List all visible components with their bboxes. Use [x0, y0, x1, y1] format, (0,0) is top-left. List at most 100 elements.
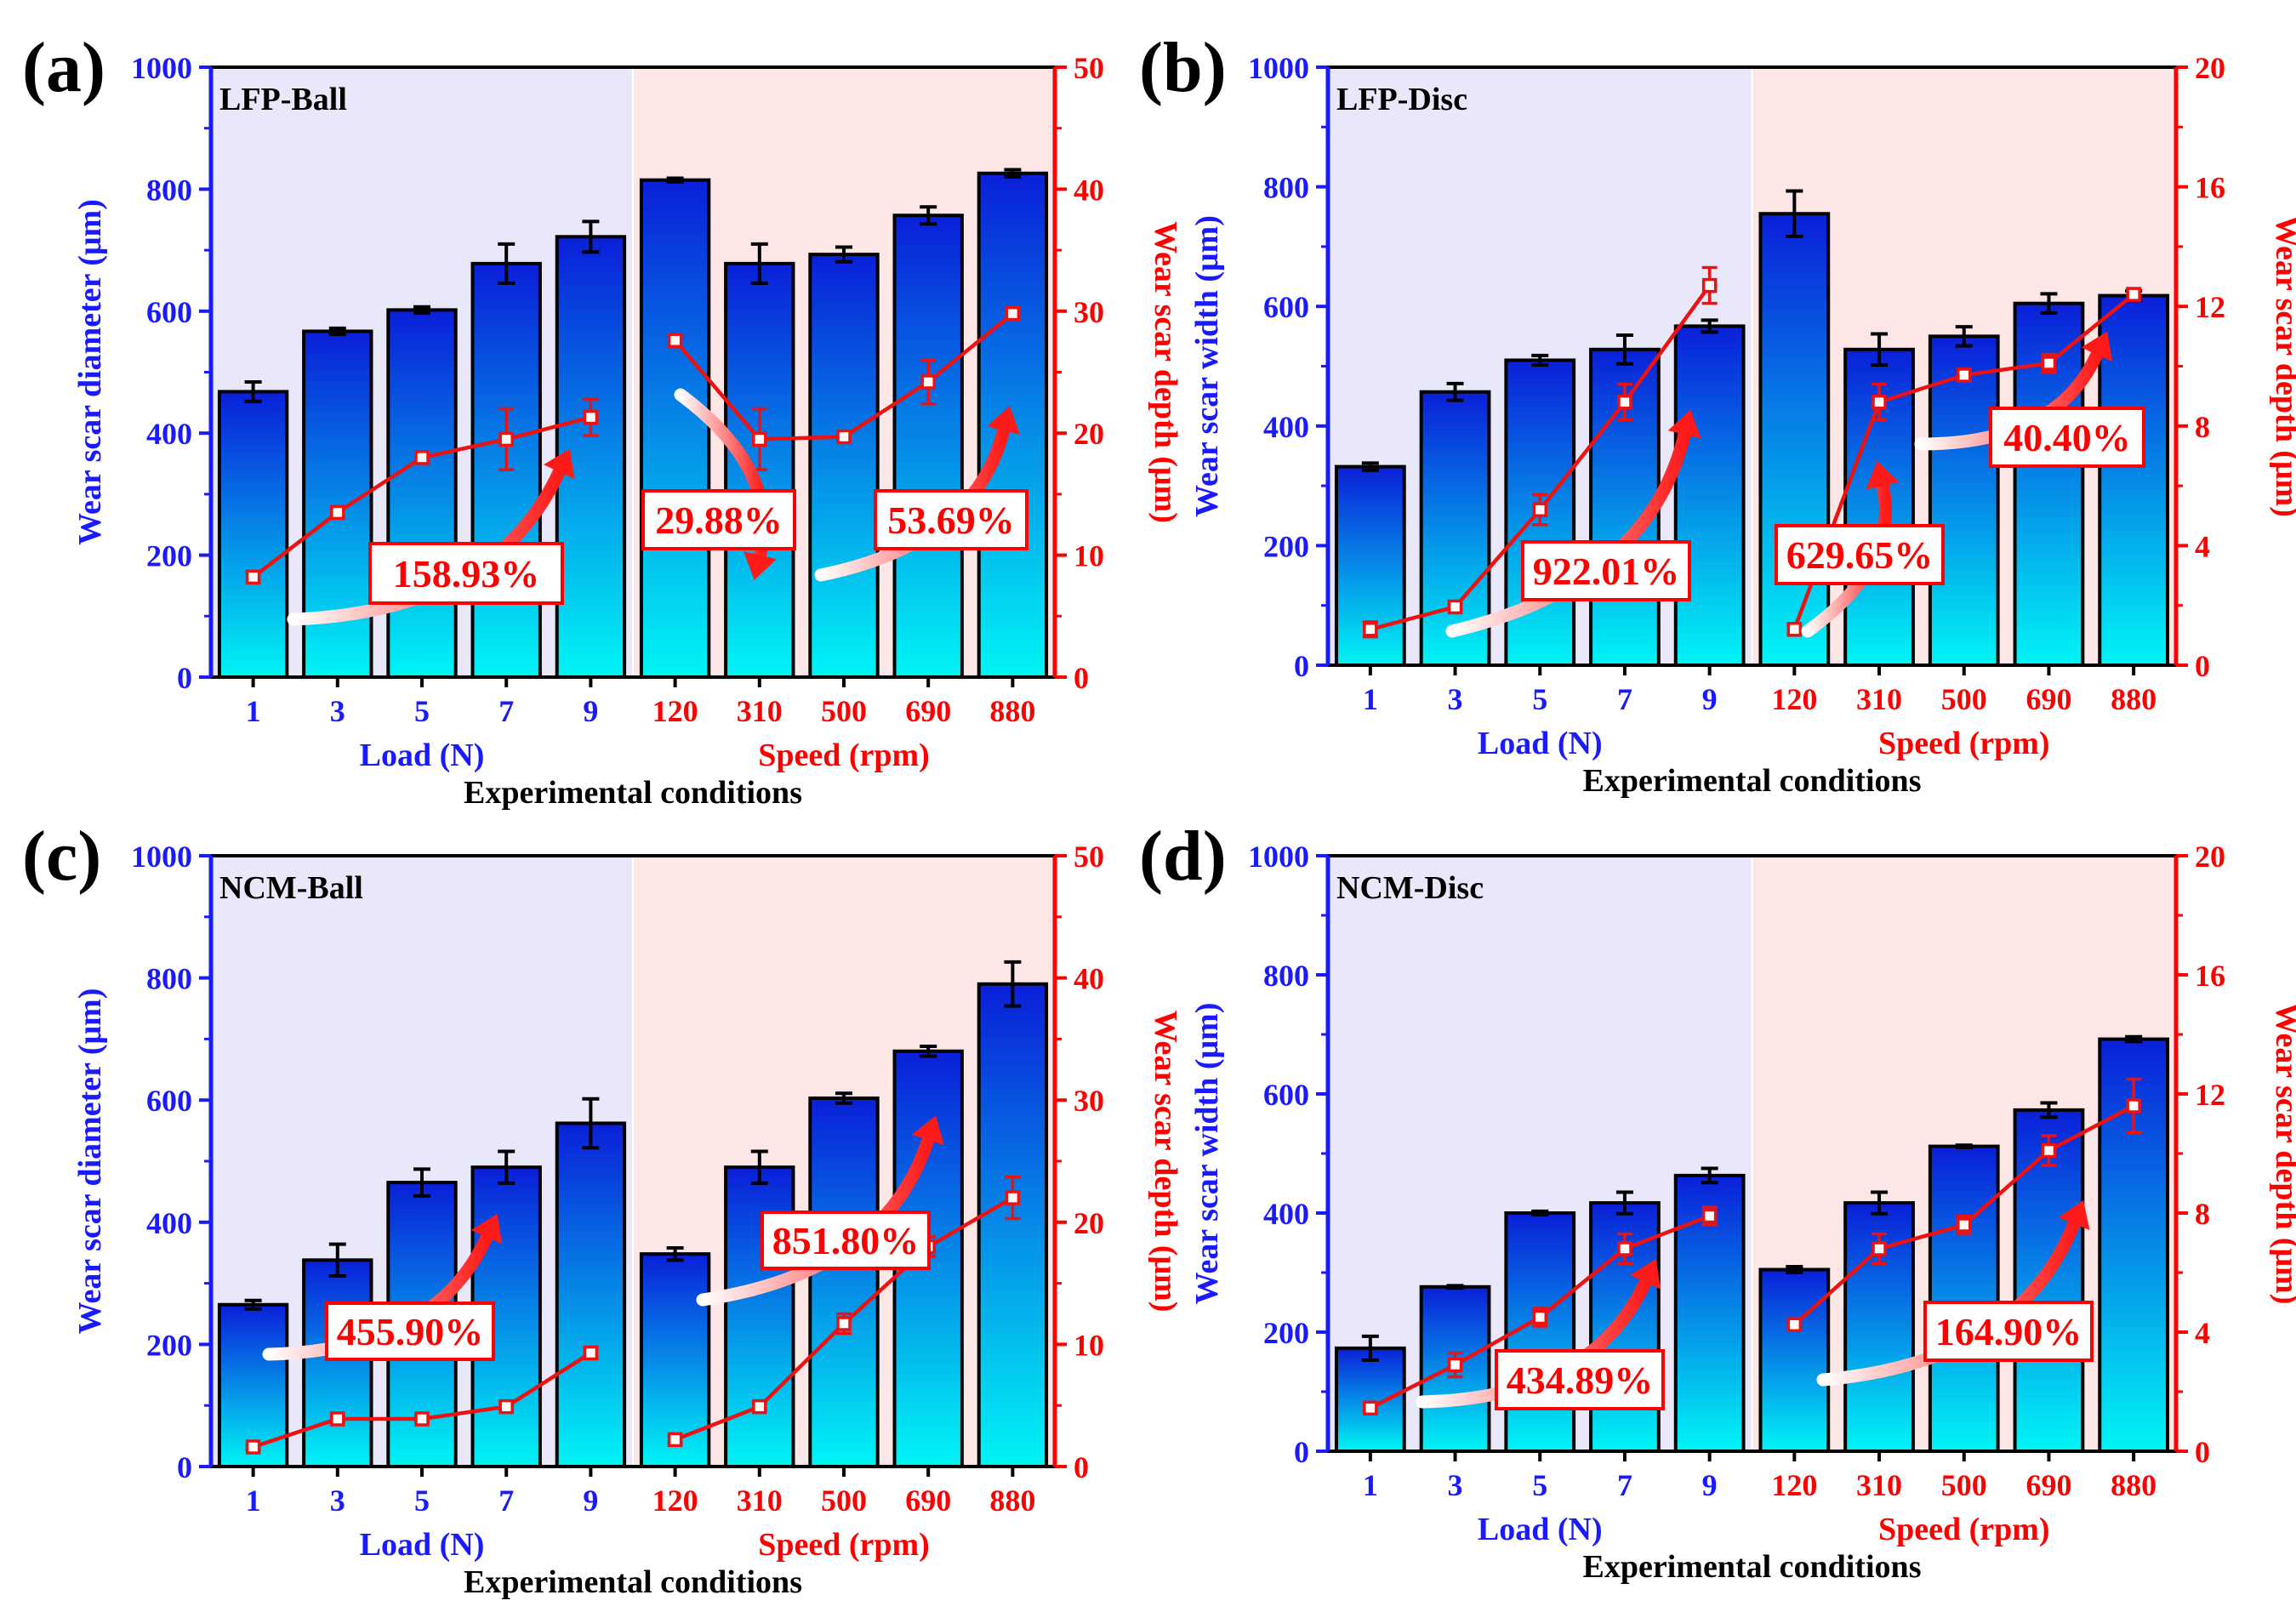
left-tick-label: 600: [146, 1084, 192, 1118]
bar-error-bar: [1446, 381, 1464, 402]
left-tick-label: 800: [1263, 171, 1309, 205]
right-tick-label: 40: [1074, 962, 1104, 996]
x-group-label-load: Load (N): [360, 738, 485, 773]
percent-annotation: 53.69%: [887, 498, 1015, 542]
right-tick-label: 12: [2195, 1078, 2225, 1112]
left-axis-title: Wear scar diameter (μm): [72, 988, 108, 1335]
percent-annotation: 29.88%: [655, 498, 783, 542]
right-tick-label: 4: [2195, 1316, 2210, 1350]
percent-annotation: 455.90%: [337, 1310, 484, 1353]
x-axis-title: Experimental conditions: [464, 775, 802, 811]
x-tick-label: 9: [583, 1484, 598, 1518]
bar-error-bar: [1786, 1265, 1803, 1274]
bar: [892, 214, 964, 679]
bar: [1673, 324, 1746, 667]
bar-error-bar: [244, 379, 262, 403]
x-tick-label: 1: [246, 1484, 261, 1518]
bar: [1758, 1267, 1831, 1453]
bar: [1334, 1346, 1406, 1454]
bar: [217, 390, 289, 679]
x-tick-label: 690: [905, 1484, 951, 1518]
x-group-label-speed: Speed (rpm): [758, 738, 930, 773]
depth-point: [1447, 1357, 1463, 1373]
left-axis-title: Wear scar width (μm): [1189, 1003, 1225, 1305]
bar-error-bar: [498, 242, 516, 285]
x-tick-label: 7: [1617, 682, 1632, 716]
x-tick-label: 880: [989, 694, 1035, 728]
depth-point: [1872, 1241, 1887, 1256]
bar-error-bar: [920, 1045, 937, 1058]
x-axis-title: Experimental conditions: [1583, 763, 1922, 799]
right-tick-label: 16: [2195, 959, 2225, 993]
trend-arrow-head: [743, 551, 777, 580]
left-tick-label: 600: [1263, 290, 1309, 324]
right-tick-label: 30: [1074, 1084, 1104, 1118]
right-tick-label: 0: [2195, 649, 2210, 683]
inset-label: NCM-Disc: [1336, 870, 1484, 906]
x-tick-label: 5: [1532, 682, 1547, 716]
trend-arrow-head: [2081, 331, 2113, 362]
right-axis-title: Wear scar depth (μm): [2269, 215, 2296, 517]
right-tick-label: 20: [2195, 840, 2225, 874]
bar-error-bar: [1361, 1334, 1379, 1362]
trend-arrow-head: [987, 406, 1021, 435]
left-tick-label: 1000: [1248, 840, 1309, 874]
bar-error-bar: [1786, 189, 1803, 238]
percent-annotation-box: [368, 542, 564, 605]
bar: [977, 982, 1049, 1468]
x-tick-label: 120: [652, 694, 698, 728]
x-tick-label: 3: [330, 694, 345, 728]
percent-annotation: 40.40%: [2003, 416, 2131, 459]
depth-point: [2041, 1142, 2057, 1159]
depth-point: [1872, 394, 1887, 410]
bar-error-bar: [1004, 960, 1022, 1008]
bar: [555, 1121, 627, 1468]
percent-annotation-box: [1521, 540, 1691, 601]
depth-point: [836, 1316, 852, 1331]
bar: [386, 308, 458, 679]
left-tick-label: 400: [146, 1206, 192, 1240]
x-tick-label: 310: [1856, 682, 1902, 716]
bar-error-bar: [328, 1242, 346, 1278]
x-tick-label: 7: [499, 1484, 514, 1518]
x-tick-label: 1: [1363, 1468, 1378, 1502]
bar-error-bar: [835, 1091, 852, 1105]
x-tick-label: 500: [821, 694, 867, 728]
panel-label: (b): [1139, 28, 1227, 107]
left-tick-label: 800: [1263, 959, 1309, 993]
bar-error-bar: [1531, 353, 1549, 367]
x-group-label-load: Load (N): [1478, 1512, 1603, 1547]
depth-point: [2126, 287, 2141, 302]
right-tick-label: 0: [2195, 1435, 2210, 1469]
x-tick-label: 690: [2025, 1468, 2071, 1502]
x-axis-title: Experimental conditions: [464, 1564, 802, 1600]
left-tick-label: 1000: [1248, 51, 1309, 85]
x-tick-label: 500: [1941, 1468, 1987, 1502]
percent-annotation-box: [874, 489, 1028, 550]
percent-annotation: 851.80%: [772, 1219, 920, 1262]
depth-point: [1786, 1317, 1803, 1332]
left-tick-label: 0: [1294, 1435, 1309, 1469]
right-tick-label: 0: [1074, 1450, 1089, 1484]
percent-annotation-box: [1989, 407, 2145, 468]
depth-point: [1957, 367, 1972, 383]
percent-annotation-box: [1923, 1301, 2094, 1362]
depth-point: [245, 1439, 261, 1455]
x-tick-label: 690: [2025, 682, 2071, 716]
x-tick-label: 120: [652, 1484, 698, 1518]
depth-point: [1532, 502, 1547, 517]
depth-point: [583, 409, 599, 425]
depth-point: [245, 569, 261, 585]
chart-panel-1: 158.93% 29.88% 53.69% 0 200 400 600 800 1000 0 10 2…: [22, 28, 1183, 811]
percent-annotation: 434.89%: [1507, 1359, 1654, 1402]
right-axis-title: Wear scar depth (μm): [1148, 221, 1183, 523]
percent-annotation-box: [1495, 1349, 1665, 1410]
bar-error-bar: [1701, 1166, 1718, 1185]
depth-point: [1786, 622, 1803, 637]
bar-error-bar: [666, 176, 684, 184]
bar-error-bar: [1871, 1190, 1889, 1216]
left-tick-label: 200: [146, 539, 192, 573]
left-tick-label: 1000: [131, 51, 192, 85]
depth-point: [920, 374, 936, 390]
bar-error-bar: [328, 326, 346, 337]
